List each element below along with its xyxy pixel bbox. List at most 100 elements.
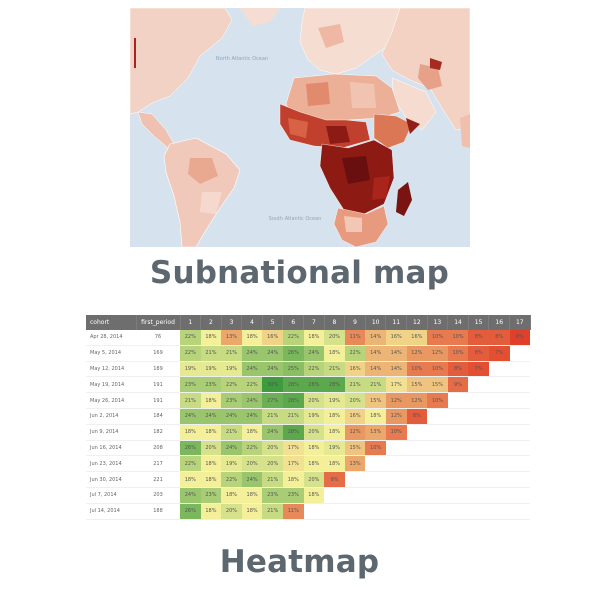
heatmap-empty-cell: [324, 487, 345, 504]
heatmap-empty-cell: [385, 471, 407, 488]
heatmap-cell: 17%: [385, 376, 407, 393]
heatmap-cell: 21%: [262, 471, 283, 488]
heatmap-cell: 28%: [282, 376, 304, 393]
heatmap-cell: 24%: [241, 471, 263, 488]
table-row: May 26, 2014 191 21% 18% 23% 24% 27% 28% 20% 19% 2…: [86, 392, 531, 409]
table-row: Jun 30, 2014 221 18% 18% 22% 24% 21% 18% 20% 9%: [86, 471, 531, 488]
heatmap-cell: 26%: [180, 503, 201, 520]
heatmap-cell: 19%: [180, 361, 201, 377]
heatmap-cell: 19%: [324, 440, 345, 456]
heatmap-cell: 18%: [303, 440, 325, 456]
heatmap-col-header: 2: [200, 315, 222, 330]
heatmap-empty-cell: [427, 424, 448, 441]
heatmap-cell: 14%: [385, 345, 407, 362]
first-period-value: 221: [153, 476, 163, 483]
first-period-value: 189: [153, 365, 163, 372]
heatmap-cell: 24%: [303, 345, 325, 362]
heatmap-empty-cell: [509, 408, 531, 425]
heatmap-cell: 14%: [365, 361, 386, 377]
heatmap-empty-cell: [427, 408, 448, 425]
heatmap-cell: 19%: [221, 361, 242, 377]
table-row: Jul 14, 2014 188 26% 18% 20% 18% 21% 11%: [86, 503, 531, 520]
heatmap-cell: 18%: [303, 455, 325, 472]
first-period-value: 76: [154, 334, 162, 341]
heatmap-table: cohort first_period 1 2 3 4 5 6 7 8 9 10 11 12 13 14 15 1…: [86, 315, 531, 520]
heatmap-cell: 13%: [365, 424, 386, 441]
heatmap-cell: 12%: [427, 345, 448, 362]
heatmap-empty-cell: [447, 503, 469, 520]
heatmap-caption: Heatmap: [219, 544, 380, 580]
heatmap-cell: 23%: [262, 487, 283, 504]
heatmap-cell: 8%: [468, 330, 489, 346]
heatmap-empty-cell: [324, 503, 345, 520]
heatmap-cell: 22%: [221, 376, 242, 393]
heatmap-cell: 10%: [427, 361, 448, 377]
heatmap-cell: 13%: [221, 330, 242, 346]
cohort-label: Apr 28, 2014: [90, 334, 123, 341]
heatmap-empty-cell: [303, 503, 325, 520]
heatmap-cell: 18%: [324, 408, 345, 425]
heatmap-empty-cell: [509, 471, 531, 488]
heatmap-cell: 18%: [200, 330, 222, 346]
heatmap-empty-cell: [488, 503, 510, 520]
heatmap-cell: 24%: [200, 408, 222, 425]
heatmap-cell: 22%: [180, 330, 201, 346]
table-row: Jun 2, 2014 184 24% 24% 24% 24% 21% 21% 19% 18% 16…: [86, 408, 531, 425]
heatmap-col-header: 17: [509, 315, 531, 330]
first-period-value: 203: [153, 492, 163, 499]
heatmap-cell: 22%: [180, 345, 201, 362]
table-row: Jun 9, 2014 182 18% 18% 21% 18% 24% 28% 20% 18% 12…: [86, 424, 531, 441]
heatmap-cell: 21%: [365, 376, 386, 393]
heatmap-col-header: 11: [385, 315, 408, 330]
first-period-value: 184: [153, 413, 163, 420]
heatmap-empty-cell: [488, 361, 510, 377]
heatmap-cell: 24%: [241, 408, 263, 425]
heatmap-empty-cell: [509, 440, 531, 456]
cohort-label: May 19, 2014: [90, 381, 125, 388]
heatmap-cell: 26%: [180, 440, 201, 456]
heatmap-cell: 24%: [180, 487, 201, 504]
heatmap-empty-cell: [406, 487, 428, 504]
heatmap-empty-cell: [509, 376, 531, 393]
heatmap-cell: 8%: [488, 330, 510, 346]
heatmap-empty-cell: [488, 392, 510, 409]
heatmap-cell: 23%: [180, 376, 201, 393]
heatmap-cell: 28%: [282, 392, 304, 409]
heatmap-cell: 24%: [262, 424, 283, 441]
heatmap-cell: 20%: [303, 424, 325, 441]
first-period-value: 182: [153, 429, 163, 436]
heatmap-cell: 18%: [200, 392, 222, 409]
ocean-label-south: South Atlantic Ocean: [269, 216, 322, 222]
heatmap-col-header: 16: [488, 315, 510, 330]
heatmap-cell: 21%: [324, 361, 345, 377]
heatmap-cell: 16%: [385, 330, 407, 346]
cohort-heatmap: cohort first_period 1 2 3 4 5 6 7 8 9 10 11 12 13 14 15 1…: [86, 315, 531, 520]
heatmap-cell: 24%: [180, 408, 201, 425]
table-row: Jul 7, 2014 203 24% 23% 18% 18% 23% 23% 18%: [86, 487, 531, 504]
heatmap-empty-cell: [385, 503, 407, 520]
heatmap-cell: 23%: [221, 392, 242, 409]
heatmap-cell: 22%: [180, 455, 201, 472]
heatmap-empty-cell: [365, 487, 386, 504]
heatmap-cell: 16%: [344, 361, 366, 377]
heatmap-cell: 24%: [241, 392, 263, 409]
heatmap-cell: 30%: [262, 376, 283, 393]
heatmap-cell: 24%: [262, 345, 283, 362]
heatmap-cell: 21%: [344, 376, 366, 393]
heatmap-cell: 20%: [241, 455, 263, 472]
heatmap-cell: 18%: [180, 471, 201, 488]
heatmap-cell: 10%: [427, 392, 448, 409]
heatmap-empty-cell: [509, 503, 531, 520]
heatmap-cell: 23%: [200, 376, 222, 393]
heatmap-empty-cell: [468, 376, 489, 393]
heatmap-empty-cell: [447, 392, 469, 409]
heatmap-empty-cell: [447, 408, 469, 425]
heatmap-empty-cell: [468, 392, 489, 409]
cohort-label: Jul 14, 2014: [90, 508, 120, 515]
heatmap-cell: 14%: [365, 345, 386, 362]
heatmap-cell: 8%: [447, 361, 469, 377]
heatmap-col-header: 12: [406, 315, 428, 330]
first-period-value: 169: [153, 350, 163, 357]
heatmap-cell: 18%: [241, 487, 263, 504]
cohort-label: Jun 23, 2014: [90, 460, 122, 467]
